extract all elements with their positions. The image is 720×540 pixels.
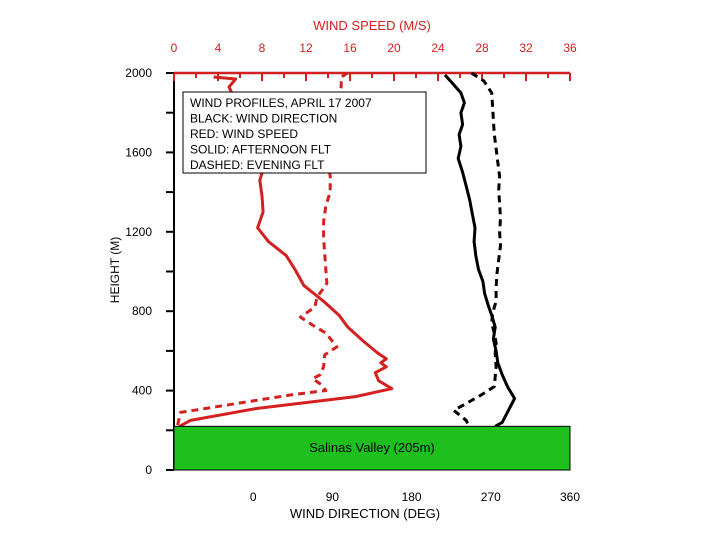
legend-line: WIND PROFILES, APRIL 17 2007 xyxy=(190,96,372,110)
direction-ticks: 0 90 180 270 360 xyxy=(250,490,580,504)
speed-tick-label: 32 xyxy=(519,41,533,55)
legend-box: WIND PROFILES, APRIL 17 2007 BLACK: WIND … xyxy=(182,91,427,174)
speed-tick-label: 16 xyxy=(343,41,357,55)
top-axis-label: WIND SPEED (M/S) xyxy=(313,18,431,33)
legend-line: RED: WIND SPEED xyxy=(190,127,298,141)
bottom-axis-label: WIND DIRECTION (DEG) xyxy=(290,506,440,521)
legend-line: DASHED: EVENING FLT xyxy=(190,158,325,172)
direction-afternoon-line xyxy=(443,73,517,428)
height-ticks: 0 400 800 1200 1600 2000 xyxy=(125,66,174,477)
height-tick-label: 400 xyxy=(132,384,152,398)
legend-line: BLACK: WIND DIRECTION xyxy=(190,112,337,126)
height-tick-label: 1200 xyxy=(125,225,152,239)
speed-tick-label: 36 xyxy=(563,41,577,55)
height-tick-label: 1600 xyxy=(125,145,152,159)
height-tick-label: 2000 xyxy=(125,66,152,80)
speed-tick-label: 0 xyxy=(171,41,178,55)
legend-frame xyxy=(182,91,427,174)
direction-tick-label: 90 xyxy=(326,490,340,504)
direction-tick-label: 360 xyxy=(560,490,580,504)
speed-tick-label: 8 xyxy=(259,41,266,55)
direction-tick-label: 180 xyxy=(402,490,422,504)
terrain-label: Salinas Valley (205m) xyxy=(309,440,434,455)
legend-text: WIND PROFILES, APRIL 17 2007 BLACK: WIND … xyxy=(190,96,372,172)
speed-ticks: 0 4 8 12 16 20 24 28 32 36 xyxy=(171,41,577,81)
speed-tick-label: 12 xyxy=(299,41,313,55)
terrain: Salinas Valley (205m) xyxy=(173,425,571,471)
direction-tick-label: 0 xyxy=(250,490,257,504)
height-tick-label: 800 xyxy=(132,304,152,318)
y-axis-label: HEIGHT (M) xyxy=(108,237,122,303)
direction-evening-line xyxy=(452,71,502,427)
height-tick-label: 0 xyxy=(145,463,152,477)
speed-tick-label: 4 xyxy=(215,41,222,55)
legend-line: SOLID: AFTERNOON FLT xyxy=(190,143,332,157)
speed-tick-label: 20 xyxy=(387,41,401,55)
speed-tick-label: 28 xyxy=(475,41,489,55)
direction-tick-label: 270 xyxy=(481,490,501,504)
terrain-block xyxy=(173,425,571,471)
speed-tick-label: 24 xyxy=(431,41,445,55)
